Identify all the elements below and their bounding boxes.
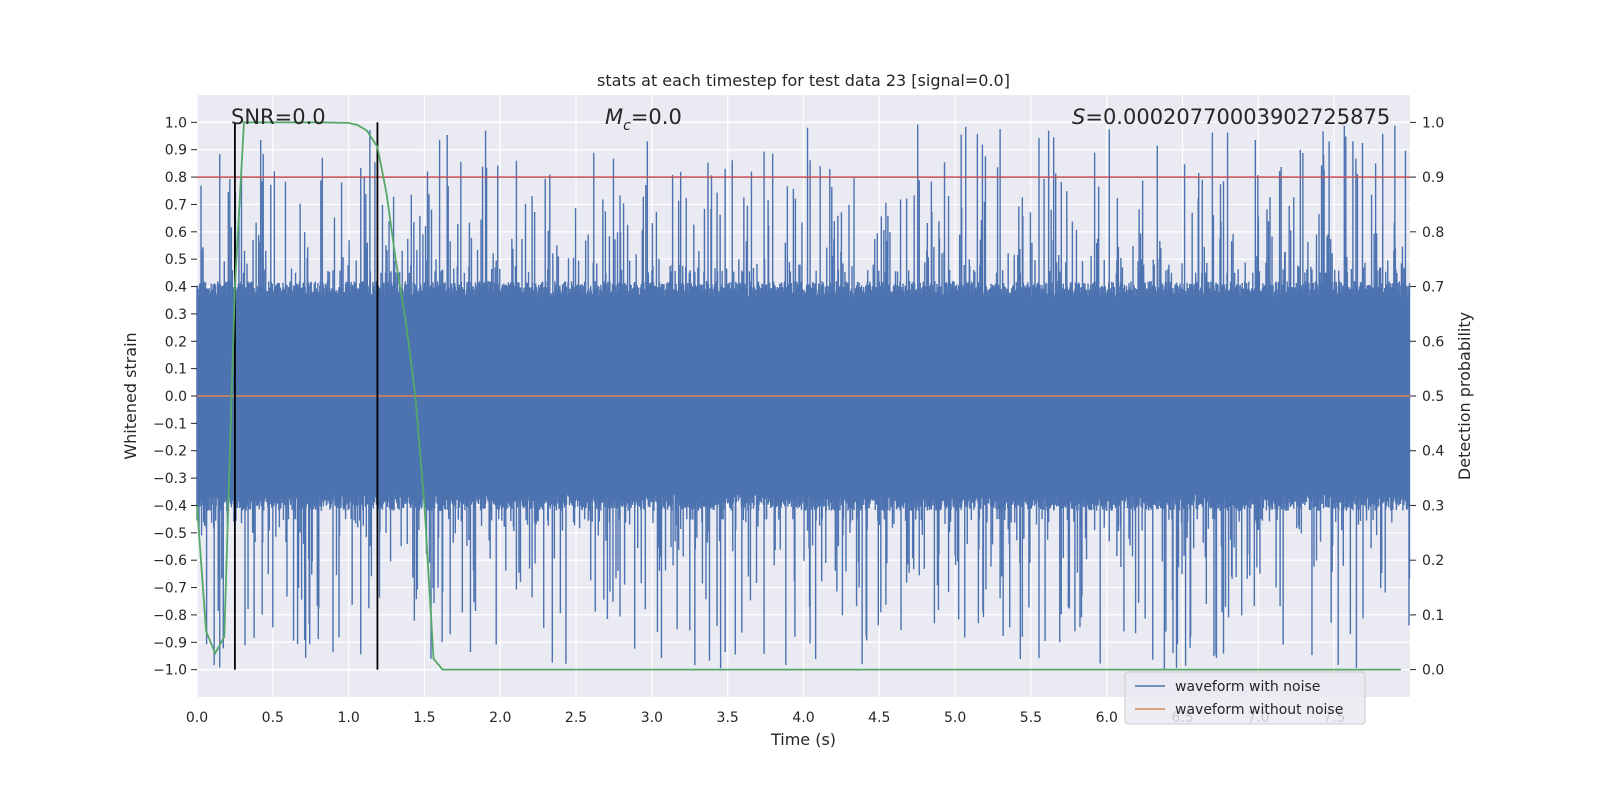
y-tick-label: −0.7 <box>153 581 187 597</box>
x-tick-label: 1.5 <box>413 710 435 726</box>
y-tick-label: −0.2 <box>153 444 187 460</box>
y2-tick-label: 0.4 <box>1422 444 1444 460</box>
y-tick-label: −0.5 <box>153 526 187 542</box>
y-tick-label: −0.1 <box>153 416 187 432</box>
y-tick-label: 0.5 <box>165 252 187 268</box>
y-axis-label: Whitened strain <box>121 332 140 459</box>
x-tick-label: 5.5 <box>1020 710 1042 726</box>
chart-title: stats at each timestep for test data 23 … <box>597 71 1010 90</box>
x-tick-label: 6.0 <box>1096 710 1118 726</box>
vertical-markers <box>234 122 379 670</box>
y-tick-label: 0.1 <box>165 362 187 378</box>
x-tick-label: 5.0 <box>944 710 966 726</box>
x-tick-label: 3.0 <box>641 710 663 726</box>
x-tick-label: 1.0 <box>337 710 359 726</box>
x-tick-label: 4.5 <box>868 710 890 726</box>
y-tick-label: 1.0 <box>165 115 187 131</box>
y-tick-label: 0.2 <box>165 334 187 350</box>
y-tick-label: 0.6 <box>165 225 187 241</box>
y2-tick-label: 0.7 <box>1422 280 1444 296</box>
y2-axis-label: Detection probability <box>1455 312 1474 480</box>
x-tick-label: 0.0 <box>186 710 208 726</box>
y-tick-label: −0.6 <box>153 553 187 569</box>
y-tick-label: 0.9 <box>165 143 187 159</box>
y2-tick-label: 0.9 <box>1422 170 1444 186</box>
x-tick-label: 3.5 <box>717 710 739 726</box>
y-axis-ticks: 1.0 0.9 0.8 0.7 0.6 0.5 0.4 0.3 0.2 0.1 0.0 −0.1 −0.… <box>153 115 197 679</box>
y2-tick-label: 0.0 <box>1422 663 1444 679</box>
y-tick-label: −0.3 <box>153 471 187 487</box>
y-tick-label: −0.4 <box>153 498 187 514</box>
annotation-score-value: =0.00020770003902725875 <box>1085 105 1390 129</box>
x-tick-label: 2.5 <box>565 710 587 726</box>
series-detection-probability <box>196 121 1401 671</box>
y-tick-label: −1.0 <box>153 663 187 679</box>
y2-tick-label: 0.2 <box>1422 553 1444 569</box>
x-tick-label: 4.0 <box>792 710 814 726</box>
annotation-chirp-mass-value: =0.0 <box>631 105 682 129</box>
annotation-chirp-mass-subscript: c <box>623 118 631 134</box>
y2-tick-label: 0.6 <box>1422 334 1444 350</box>
legend-label-waveform-without-noise: waveform without noise <box>1175 702 1343 718</box>
y2-tick-label: 0.8 <box>1422 225 1444 241</box>
y-tick-label: 0.4 <box>165 280 187 296</box>
y-tick-label: 0.3 <box>165 307 187 323</box>
series-waveform-with-noise <box>196 124 1411 670</box>
y-tick-label: −0.9 <box>153 635 187 651</box>
y-tick-label: −0.8 <box>153 608 187 624</box>
y2-tick-label: 0.5 <box>1422 389 1444 405</box>
x-tick-label: 0.5 <box>262 710 284 726</box>
x-tick-label: 2.0 <box>489 710 511 726</box>
x-axis-label: Time (s) <box>770 730 836 749</box>
waveform-with-noise-trace <box>196 124 1411 670</box>
y2-axis-ticks: 1.0 0.9 0.8 0.7 0.6 0.5 0.4 0.3 0.2 0.1 0.0 <box>1410 115 1444 679</box>
detection-probability-line <box>196 121 1401 671</box>
annotation-score-symbol: S <box>1072 105 1085 129</box>
y2-tick-label: 1.0 <box>1422 115 1444 131</box>
y-tick-label: 0.7 <box>165 197 187 213</box>
annotation-chirp-mass-symbol: M <box>605 105 623 129</box>
legend-label-waveform-with-noise: waveform with noise <box>1175 679 1320 695</box>
legend-box <box>1124 671 1366 725</box>
y-tick-label: 0.0 <box>165 389 187 405</box>
y-tick-label: 0.8 <box>165 170 187 186</box>
y2-tick-label: 0.3 <box>1422 498 1444 514</box>
legend: waveform with noise waveform without noi… <box>1124 671 1366 725</box>
y2-tick-label: 0.1 <box>1422 608 1444 624</box>
annotation-chirp-mass: Mc=0.0 <box>605 105 682 134</box>
annotation-snr: SNR=0.0 <box>231 105 326 129</box>
annotation-score: S=0.00020770003902725875 <box>1072 105 1390 129</box>
